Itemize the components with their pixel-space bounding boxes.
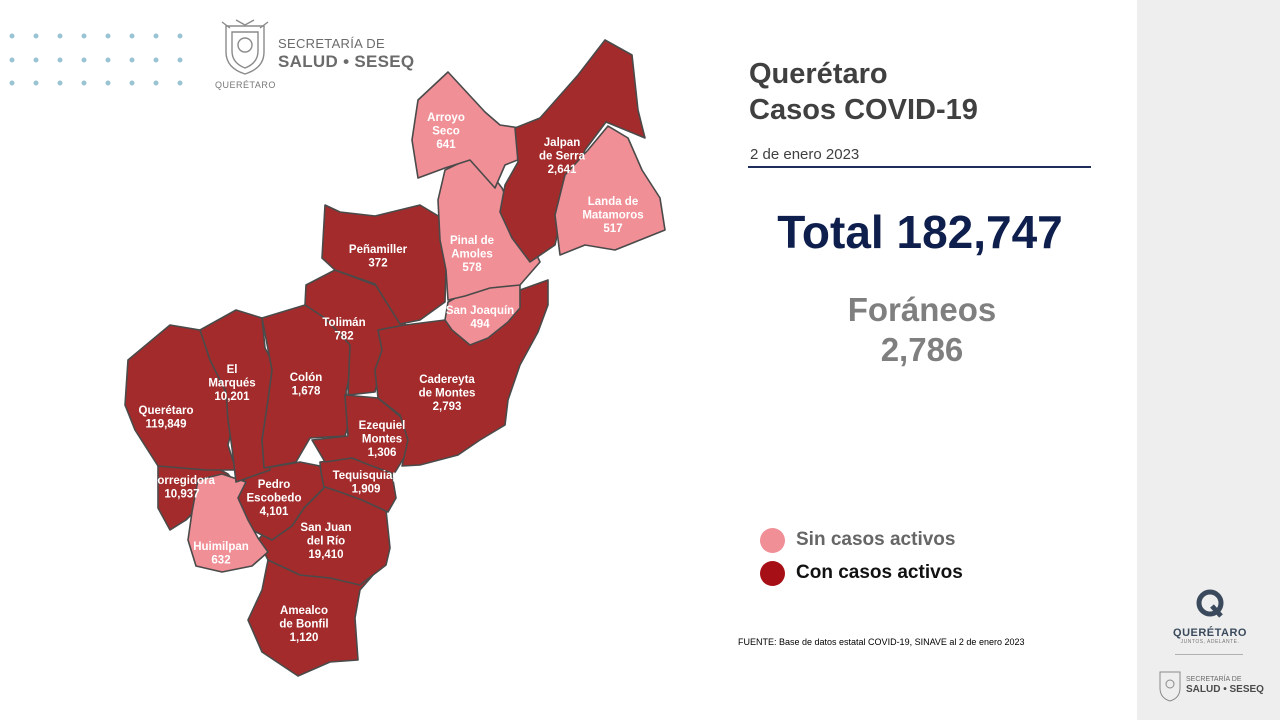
legend-label-active: Con casos activos — [796, 562, 963, 583]
muni-shape — [187, 473, 269, 573]
title-line2: Casos COVID-19 — [749, 94, 978, 126]
muni-name-san-juan: San Juan — [300, 522, 351, 534]
muni-name-el-marques: El — [227, 364, 238, 376]
muni-cases-pinal: 578 — [462, 262, 482, 274]
muni-shape — [321, 204, 447, 325]
muni-name-pinal: Amoles — [451, 249, 493, 261]
legend-swatch-inactive — [760, 527, 785, 553]
muni-shape — [554, 125, 666, 256]
muni-cases-huimilpan: 632 — [211, 555, 230, 567]
muni-cases-amealco: 1,120 — [290, 632, 319, 644]
muni-name-landa: Landa de — [588, 196, 638, 208]
muni-name-arroyo-seco: Arroyo — [427, 112, 465, 124]
muni-cases-cadereyta: 2,793 — [433, 401, 462, 413]
foraneos-value: 2,786 — [880, 331, 964, 368]
legend-item-active: Con casos activos — [760, 560, 963, 586]
queretaro-q-icon — [1196, 589, 1224, 618]
legend-item-inactive: Sin casos activos — [760, 527, 955, 553]
muni-name-el-marques: Marqués — [208, 378, 255, 390]
muni-cases-colon: 1,678 — [292, 386, 321, 398]
side-logo-name: QUERÉTARO — [1173, 627, 1247, 639]
muni-name-pedro-escobedo: Pedro — [258, 479, 291, 491]
total-cases: Total 182,747 — [777, 206, 1063, 258]
muni-name-landa: Matamoros — [582, 210, 643, 222]
muni-cases-toliman: 782 — [334, 331, 353, 343]
title-line1: Querétaro — [749, 58, 888, 90]
side-seal-icon — [1159, 671, 1181, 702]
foraneos-label: Foráneos — [847, 291, 997, 328]
decorative-dot-grid — [9, 33, 183, 86]
muni-name-cadereyta: Cadereyta — [419, 374, 475, 386]
muni-name-corregidora: Corregidora — [149, 475, 215, 487]
muni-name-tequisquiapan: Tequisquiap — [333, 470, 400, 482]
muni-cases-tequisquiapan: 1,909 — [352, 484, 381, 496]
report-date: 2 de enero 2023 — [750, 146, 860, 163]
muni-name-penamiller: Peñamiller — [349, 244, 408, 256]
muni-cases-san-juan: 19,410 — [308, 549, 343, 561]
muni-cases-san-joaquin: 494 — [470, 319, 490, 331]
org-name-line2: SALUD • SESEQ — [278, 52, 415, 71]
muni-cases-ezequiel: 1,306 — [368, 447, 397, 459]
muni-name-amealco: de Bonfil — [279, 619, 328, 631]
page-title: Querétaro Casos COVID-19 — [749, 56, 978, 128]
muni-cases-corregidora: 10,937 — [164, 489, 199, 501]
muni-name-huimilpan: Huimilpan — [193, 541, 249, 553]
muni-name-ezequiel: Ezequiel — [359, 420, 406, 432]
muni-name-arroyo-seco: Seco — [432, 126, 460, 138]
muni-name-jalpan: de Serra — [539, 151, 586, 163]
side-org-line1: SECRETARÍA DE — [1186, 676, 1242, 683]
muni-name-amealco: Amealco — [280, 605, 328, 617]
muni-cases-arroyo-seco: 641 — [436, 139, 456, 151]
muni-name-san-joaquin: San Joaquín — [446, 305, 514, 317]
muni-shape — [499, 39, 646, 263]
legend-swatch-active — [760, 560, 785, 586]
muni-name-san-juan: del Río — [307, 536, 345, 548]
muni-name-jalpan: Jalpan — [544, 137, 580, 149]
muni-cases-landa: 517 — [603, 223, 622, 235]
side-org-line2: SALUD • SESEQ — [1186, 684, 1264, 695]
muni-name-pedro-escobedo: Escobedo — [247, 493, 302, 505]
muni-name-pinal: Pinal de — [450, 235, 494, 247]
side-logo-tagline: JUNTOS, ADELANTE. — [1180, 639, 1240, 645]
source-note: FUENTE: Base de datos estatal COVID-19, … — [738, 637, 1025, 647]
legend-label-inactive: Sin casos activos — [796, 529, 956, 550]
muni-name-queretaro: Querétaro — [139, 405, 194, 417]
muni-name-cadereyta: de Montes — [419, 388, 476, 400]
muni-name-colon: Colón — [290, 372, 323, 384]
muni-cases-pedro-escobedo: 4,101 — [260, 506, 289, 518]
seal-caption: QUERÉTARO — [215, 80, 276, 90]
muni-name-toliman: Tolimán — [322, 317, 365, 329]
queretaro-logo: QUERÉTARO JUNTOS, ADELANTE. — [1172, 588, 1248, 645]
foraneos-block: Foráneos 2,786 — [790, 290, 1054, 370]
muni-name-ezequiel: Montes — [362, 434, 402, 446]
muni-cases-jalpan: 2,641 — [548, 164, 577, 176]
header-logo: SECRETARÍA DE SALUD • SESEQ QUERÉTARO — [215, 18, 428, 93]
side-divider — [1175, 654, 1243, 655]
muni-cases-queretaro: 119,849 — [146, 419, 187, 431]
org-name-line1: SECRETARÍA DE — [278, 36, 385, 51]
muni-cases-penamiller: 372 — [368, 258, 387, 270]
right-sidebar-panel — [1137, 0, 1280, 720]
date-underline — [748, 166, 1091, 168]
muni-cases-el-marques: 10,201 — [214, 391, 250, 403]
state-seal-icon — [221, 19, 269, 75]
